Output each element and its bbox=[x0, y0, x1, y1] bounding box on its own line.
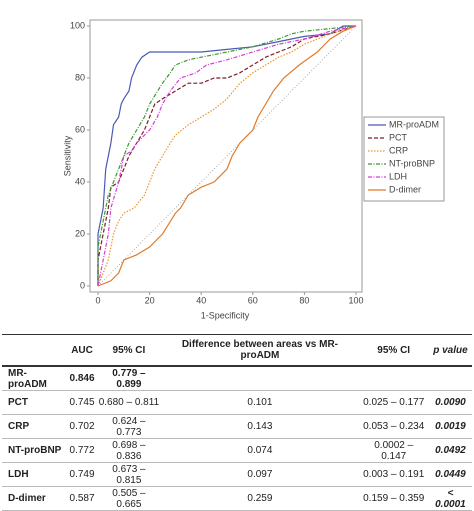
header-cell: 95% CI bbox=[96, 334, 162, 367]
table-row: CRP 0.702 0.624 – 0.773 0.143 0.053 – 0.234 0… bbox=[2, 414, 472, 439]
legend-label: NT-proBNP bbox=[389, 158, 435, 168]
table-cell: 0.0492 bbox=[428, 438, 472, 463]
table-cell: 0.074 bbox=[161, 438, 359, 463]
table-cell: 0.143 bbox=[161, 414, 359, 439]
x-tick-label: 80 bbox=[299, 295, 309, 305]
roc-curve bbox=[97, 25, 357, 287]
table-cell: 0.0019 bbox=[428, 414, 472, 439]
x-tick-label: 0 bbox=[95, 295, 100, 305]
y-tick-label: 40 bbox=[75, 176, 85, 186]
legend-label: LDH bbox=[389, 171, 407, 181]
table-cell: 0.698 – 0.836 bbox=[96, 438, 162, 463]
legend-label: PCT bbox=[389, 132, 408, 142]
roc-curve bbox=[97, 25, 356, 286]
table-cell: CRP bbox=[2, 414, 68, 439]
y-tick-label: 0 bbox=[80, 280, 85, 290]
legend-label: D-dimer bbox=[389, 184, 421, 194]
table-cell: 0.745 bbox=[67, 390, 97, 415]
x-axis-label: 1-Specificity bbox=[201, 310, 250, 320]
table-cell: 0.702 bbox=[67, 414, 97, 439]
table-cell: 0.846 bbox=[67, 366, 97, 391]
chart: 1-Specificity Sensitivity 0 20 40 60 80 100 0 2… bbox=[62, 19, 445, 320]
table-cell: 0.624 – 0.773 bbox=[96, 414, 162, 439]
table-cell: 0.053 – 0.234 bbox=[358, 414, 429, 439]
results-table: AUC 95% CI Difference between areas vs MR-… bbox=[2, 334, 472, 511]
plot-frame bbox=[89, 19, 363, 293]
header-cell: Difference between areas vs MR-proADM bbox=[161, 334, 359, 367]
table-cell: 0.003 – 0.191 bbox=[358, 462, 429, 487]
roc-curve bbox=[97, 25, 357, 286]
table-row: LDH 0.749 0.673 – 0.815 0.097 0.003 – 0.191 0… bbox=[2, 462, 472, 487]
roc-curve bbox=[97, 25, 357, 287]
x-tick-label: 20 bbox=[145, 295, 155, 305]
table-cell: 0.025 – 0.177 bbox=[358, 390, 429, 415]
table-row: NT-proBNP 0.772 0.698 – 0.836 0.074 0.0002 –… bbox=[2, 438, 472, 463]
header-cell: p value bbox=[428, 334, 472, 367]
table-cell: 0.0449 bbox=[428, 462, 472, 487]
table-cell: MR-proADM bbox=[2, 366, 68, 391]
table-cell: 0.749 bbox=[67, 462, 97, 487]
header-row: AUC 95% CI Difference between areas vs MR-… bbox=[2, 334, 472, 367]
y-tick-label: 60 bbox=[75, 124, 85, 134]
y-tick-label: 20 bbox=[75, 228, 85, 238]
x-tick-label: 60 bbox=[248, 295, 258, 305]
table-cell: 0.779 – 0.899 bbox=[96, 366, 162, 391]
table-row: MR-proADM 0.846 0.779 – 0.899 bbox=[2, 366, 472, 391]
table-cell bbox=[358, 366, 429, 391]
header-cell: AUC bbox=[67, 334, 97, 367]
table-row: PCT 0.745 0.680 – 0.811 0.101 0.025 – 0.177 0… bbox=[2, 390, 472, 415]
table-cell: 0.0090 bbox=[428, 390, 472, 415]
header-cell bbox=[2, 334, 68, 367]
table-cell: NT-proBNP bbox=[2, 438, 68, 463]
x-tick-label: 100 bbox=[348, 295, 363, 305]
page: 1-Specificity Sensitivity 0 20 40 60 80 100 0 2… bbox=[2, 19, 472, 511]
table-cell: 0.0002 – 0.147 bbox=[358, 438, 429, 463]
legend-label: CRP bbox=[389, 145, 408, 155]
table-cell bbox=[161, 366, 359, 391]
table-cell: 0.101 bbox=[161, 390, 359, 415]
y-tick-label: 100 bbox=[70, 20, 85, 30]
legend-label: MR-proADM bbox=[389, 119, 439, 129]
header-cell: 95% CI bbox=[358, 334, 429, 367]
x-tick-label: 40 bbox=[196, 295, 206, 305]
table-cell: PCT bbox=[2, 390, 68, 415]
table-cell bbox=[428, 366, 472, 391]
table-cell: 0.680 – 0.811 bbox=[96, 390, 162, 415]
table-cell: 0.097 bbox=[161, 462, 359, 487]
table-cell: 0.673 – 0.815 bbox=[96, 462, 162, 487]
legend-box bbox=[363, 116, 445, 202]
table-cell: LDH bbox=[2, 462, 68, 487]
table-cell: 0.772 bbox=[67, 438, 97, 463]
y-axis-label: Sensitivity bbox=[62, 135, 72, 176]
y-tick-label: 80 bbox=[75, 72, 85, 82]
roc-curve bbox=[97, 25, 357, 287]
reference-line bbox=[97, 25, 357, 287]
roc-curve bbox=[97, 25, 357, 286]
